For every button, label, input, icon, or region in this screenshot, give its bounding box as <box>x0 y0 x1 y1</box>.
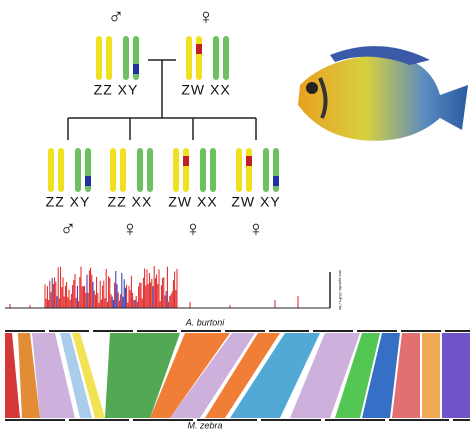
chromosome-set <box>236 148 279 192</box>
sex-symbol: ♀ <box>122 216 139 241</box>
sex-symbol: ♀ <box>248 216 265 241</box>
sex-symbol: ♂ <box>60 216 77 241</box>
chromosome-set <box>186 36 229 80</box>
chromosome <box>75 148 81 192</box>
chromosome <box>210 148 216 192</box>
fish <box>298 46 468 141</box>
chromosome <box>147 148 153 192</box>
w-band <box>183 156 189 166</box>
pedigree-lines <box>67 59 257 140</box>
chromosome <box>96 36 102 80</box>
genotype-label: ZZ XX <box>108 194 153 210</box>
chromosome <box>196 36 202 80</box>
y-band <box>133 64 139 74</box>
chromosome <box>106 36 112 80</box>
fish-body <box>298 55 468 141</box>
synteny-ribbon <box>105 333 180 418</box>
chromosome <box>200 148 206 192</box>
chromosome <box>137 148 143 192</box>
w-band <box>246 156 252 166</box>
chromosome <box>186 36 192 80</box>
w-band <box>196 44 202 54</box>
genotype-label: ZW XX <box>168 194 217 210</box>
genotype-label: ZZ XY <box>46 194 91 210</box>
chromosome <box>123 36 129 80</box>
track-axis-label: sex-specific SNPs / kb <box>338 270 343 311</box>
synteny-ribbon <box>392 333 420 418</box>
synteny-ribbon <box>5 333 20 418</box>
chromosome <box>183 148 189 192</box>
snp-histogram <box>9 266 299 308</box>
chromosome-set <box>48 148 91 192</box>
fish-eye <box>306 82 318 94</box>
genotype-label: ZZ XY <box>94 82 139 98</box>
synteny-ribbon <box>422 333 440 418</box>
fish-bar <box>318 77 328 119</box>
chromosome <box>223 36 229 80</box>
sex-symbol: ♀ <box>198 4 215 29</box>
y-band <box>273 176 279 186</box>
chromosome <box>110 148 116 192</box>
synteny-ribbon <box>32 333 75 418</box>
sex-symbol: ♂ <box>108 4 125 29</box>
synteny-ribbon <box>442 333 470 418</box>
chromosome-set <box>173 148 216 192</box>
synteny-ribbon <box>60 333 92 418</box>
synteny-ribbon <box>72 333 105 418</box>
synteny-ribbon <box>205 333 280 418</box>
synteny-ribbon <box>335 333 380 418</box>
genotype-label: ZW XY <box>231 194 280 210</box>
synteny-ribbon <box>290 333 360 418</box>
chromosome <box>263 148 269 192</box>
chromosome-set <box>96 36 139 80</box>
species-label: M. zebra <box>187 420 222 430</box>
synteny-ribbon <box>150 333 230 418</box>
sex-symbol: ♀ <box>185 216 202 241</box>
chromosome <box>236 148 242 192</box>
synteny-ribbon <box>170 333 255 418</box>
chromosome <box>48 148 54 192</box>
synteny-ribbon <box>362 333 400 418</box>
chromosome-set <box>110 148 153 192</box>
chromosome <box>213 36 219 80</box>
fish-fin <box>330 46 430 65</box>
chromosome <box>58 148 64 192</box>
synteny-ribbons <box>5 330 470 421</box>
chromosome <box>173 148 179 192</box>
chromosome <box>120 148 126 192</box>
species-label: A. burtoni <box>185 317 226 327</box>
genotype-label: ZW XX <box>181 82 230 98</box>
chromosome <box>246 148 252 192</box>
y-band <box>85 176 91 186</box>
synteny-ribbon <box>230 333 320 418</box>
synteny-ribbon <box>18 333 40 418</box>
